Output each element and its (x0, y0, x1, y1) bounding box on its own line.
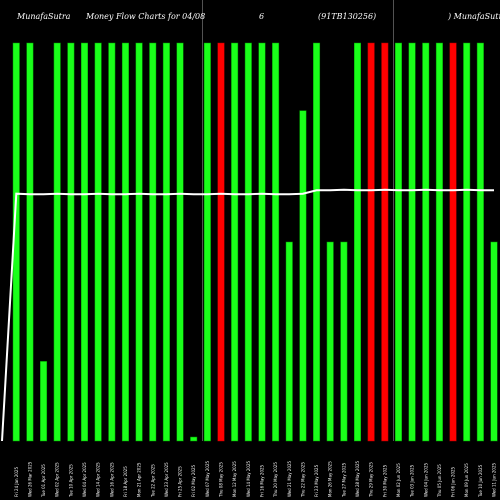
bar (176, 42, 184, 442)
bar (340, 241, 348, 442)
x-tick-label: Thu 22 May 2025 (300, 462, 305, 498)
bar (203, 42, 211, 442)
x-tick-label: Mon 21 Apr 2025 (137, 462, 142, 497)
title-code: (91TB130256) (318, 12, 376, 21)
bar (135, 42, 143, 442)
x-tick-label: Tue 01 Apr 2025 (41, 464, 46, 498)
bar (149, 42, 157, 442)
x-tick-label: Mon 02 Jun 2025 (396, 463, 401, 497)
x-tick-label: Thu 20 May 2025 (273, 462, 278, 498)
x-tick-label: Fri 24 Jan 2025 (14, 467, 19, 497)
x-tick-label: Wed 04 Jun 2025 (423, 462, 428, 497)
x-tick-label: Wed 04 Apr 2025 (82, 462, 87, 497)
x-tick-label: Fri 16 May 2025 (259, 464, 264, 497)
bar (449, 42, 457, 442)
bar (367, 42, 375, 442)
bar (244, 42, 252, 442)
bar (217, 42, 225, 442)
x-tick-label: Wed 14 Apr 2025 (96, 462, 101, 497)
x-tick-label: Tue 22 Apr 2025 (150, 464, 155, 498)
bar-series (12, 42, 498, 442)
x-tick-label: Wed 11 Jun 2025 (492, 462, 497, 497)
bar (67, 42, 75, 442)
bar (190, 436, 198, 442)
bar (94, 42, 102, 442)
bar (422, 42, 430, 442)
chart-title: MunafaSutra Money Flow Charts for 04/08 … (16, 12, 500, 21)
bar (272, 42, 280, 442)
x-tick-label: Fri 25 Apr 2025 (178, 466, 183, 497)
bar (476, 42, 484, 442)
bar (313, 42, 321, 442)
title-mid1: Money Flow Charts for 04/08 (85, 12, 205, 21)
bar (121, 42, 129, 442)
bar (299, 110, 307, 442)
bar (162, 42, 170, 442)
x-tick-label: Wed 16 Apr 2025 (109, 462, 114, 497)
bar (463, 42, 471, 442)
x-tick-label: Thu 05 Jun 2025 (437, 464, 442, 498)
x-tick-label: Fri 23 May 2025 (314, 464, 319, 497)
grid-lines (202, 0, 395, 441)
x-tick-label: Wed 28 May 2025 (355, 460, 360, 497)
x-tick-label: Wed 14 May 2025 (246, 460, 251, 497)
bar (108, 42, 116, 442)
x-tick-label: Fri 02 May 2025 (191, 464, 196, 497)
x-tick-label: Tue 27 May 2025 (341, 462, 346, 498)
x-tick-label: Wed 07 May 2025 (205, 460, 210, 497)
price-line (1, 188, 494, 442)
bar (408, 42, 416, 442)
bar (26, 42, 34, 442)
x-tick-label: Wed 21 May 2025 (287, 460, 292, 497)
x-tick-label: Fri 06 Jun 2025 (451, 466, 456, 497)
x-tick-label: Wed 23 Apr 2025 (164, 462, 169, 497)
x-tick-label: Mon 26 May 2025 (328, 461, 333, 497)
title-mid2: 6 (259, 12, 264, 21)
bar (231, 42, 239, 442)
bar (285, 241, 293, 442)
x-tick-label: Tue 03 Jun 2025 (410, 464, 415, 498)
bar (394, 42, 402, 442)
x-tick-label: Mon 09 Jun 2025 (464, 463, 469, 497)
bar (354, 42, 361, 442)
x-tick-label: Tue 10 Jun 2025 (478, 464, 483, 498)
bar (326, 241, 334, 442)
x-axis-labels: Fri 24 Jan 2025 Wed 26 Mar 2025 Tue 01 Apr… (14, 460, 497, 498)
title-right: ) MunafaSutra (447, 12, 500, 21)
bar (435, 42, 443, 442)
bar (53, 42, 61, 442)
title-left: MunafaSutra (16, 12, 71, 21)
bar (81, 42, 88, 442)
x-tick-label: Fri 30 May 2025 (382, 464, 387, 497)
x-tick-label: Fri 18 Apr 2025 (123, 466, 128, 497)
x-tick-label: Mon 12 May 2025 (232, 461, 237, 497)
x-tick-label: Wed 02 Apr 2025 (55, 462, 60, 497)
x-tick-label: Wed 26 Mar 2025 (27, 461, 32, 497)
bar (258, 42, 266, 442)
x-tick-label: Thu 29 May 2025 (369, 462, 374, 498)
bar (40, 361, 48, 442)
x-tick-label: Thu 08 May 2025 (219, 462, 224, 498)
x-tick-label: Tue 10 Apr 2025 (68, 464, 73, 498)
bar (490, 241, 498, 442)
bar (381, 42, 389, 442)
